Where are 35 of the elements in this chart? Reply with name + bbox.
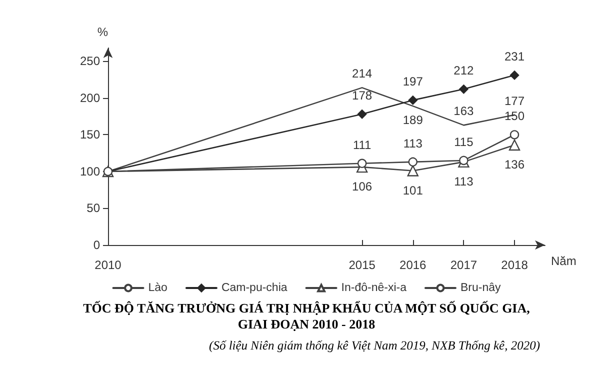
data-label: 113 <box>454 174 474 189</box>
y-tick-label: 150 <box>80 128 100 142</box>
y-tick-label: 50 <box>86 201 100 216</box>
text: TỐC ĐỘ TĂNG TRƯỞNG GIÁ TRỊ NHẬP KHẨU CỦA MỘT SỐ QUỐC GIA, GIAI ĐOẠN 2010 - 2018 <box>83 300 530 332</box>
x-axis-title: Năm <box>551 254 576 268</box>
legend-label: Lào <box>148 282 168 294</box>
y-tick-label: 250 <box>80 54 100 68</box>
data-label: 177 <box>504 94 525 108</box>
y-tick-label: 100 <box>80 164 100 178</box>
data-label: 214 <box>352 66 372 81</box>
y-tick-label: 0 <box>93 238 100 252</box>
y-axis-title: % <box>97 25 108 39</box>
x-tick-label: 2016 <box>400 258 427 272</box>
data-label: 106 <box>352 180 372 194</box>
y-tick-label: 200 <box>80 90 100 105</box>
x-tick-label: 2017 <box>450 258 478 272</box>
data-label: 178 <box>352 88 372 103</box>
text: (Số liệu Niên giám thống kê Việt Nam 2019, NXB Thống kê, 2020) <box>209 338 540 352</box>
data-label: 163 <box>454 104 474 118</box>
x-tick-label: 2015 <box>348 258 376 272</box>
legend-label: In-đô-nê-xi-a <box>341 282 408 294</box>
data-label: 197 <box>402 74 424 89</box>
data-label: 150 <box>504 109 525 124</box>
x-tick-label: 2010 <box>94 258 122 272</box>
data-label: 231 <box>504 50 525 64</box>
data-label: 115 <box>454 134 474 149</box>
data-label: 101 <box>402 183 424 198</box>
data-label: 111 <box>352 138 372 152</box>
data-label: 113 <box>403 136 423 150</box>
data-label: 136 <box>504 158 525 172</box>
data-label: 189 <box>402 113 424 128</box>
x-tick-label: 2018 <box>501 258 528 272</box>
legend-label: Bru-nây <box>460 282 501 294</box>
data-label: 212 <box>454 64 474 78</box>
legend-label: Cam-pu-chia <box>221 282 288 294</box>
